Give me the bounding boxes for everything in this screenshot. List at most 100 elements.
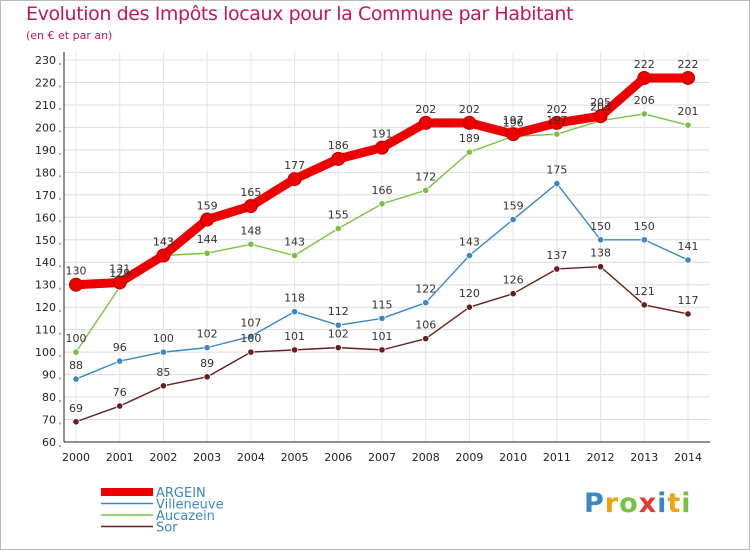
x-tick-label: 2010 xyxy=(499,451,527,464)
logo-letter: o xyxy=(619,488,639,519)
y-tick-label: 100 xyxy=(35,346,56,359)
x-tick-label: 2014 xyxy=(674,451,702,464)
data-label-argein: 222 xyxy=(678,58,699,71)
data-label-aucazein: 143 xyxy=(284,235,305,248)
data-point-argein xyxy=(637,70,652,85)
y-tick-label: 180 xyxy=(35,166,56,179)
data-point-argein xyxy=(418,115,433,130)
data-point-sor xyxy=(465,303,474,311)
data-label-villeneuve: 175 xyxy=(546,164,567,177)
logo-letter: x xyxy=(638,488,658,519)
data-point-villeneuve xyxy=(116,357,124,365)
x-tick-label: 2013 xyxy=(630,451,658,464)
data-label-villeneuve: 150 xyxy=(634,220,655,233)
data-label-villeneuve: 143 xyxy=(459,235,480,248)
data-label-sor: 137 xyxy=(546,249,567,262)
data-point-argein xyxy=(331,151,346,166)
data-point-villeneuve xyxy=(72,375,80,383)
data-point-sor xyxy=(159,382,168,390)
data-label-aucazein: 206 xyxy=(634,94,655,107)
data-label-aucazein: 155 xyxy=(328,209,349,222)
data-point-sor xyxy=(290,346,299,354)
data-point-villeneuve xyxy=(684,256,692,264)
data-label-sor: 138 xyxy=(590,247,611,260)
x-tick-label: 2003 xyxy=(193,451,221,464)
data-label-sor: 76 xyxy=(113,386,127,399)
x-tick-label: 2000 xyxy=(62,451,90,464)
data-point-sor xyxy=(247,348,255,356)
data-point-aucazein xyxy=(203,249,211,257)
x-tick-label: 2012 xyxy=(587,451,615,464)
data-label-sor: 101 xyxy=(372,330,393,343)
data-label-argein: 197 xyxy=(503,114,524,127)
data-point-villeneuve xyxy=(378,314,386,323)
legend-label-argein: ARGEIN xyxy=(156,486,206,501)
data-label-aucazein: 203 xyxy=(590,101,611,114)
data-point-argein xyxy=(243,199,258,214)
data-label-argein: 177 xyxy=(284,159,305,172)
data-point-argein xyxy=(549,115,564,130)
logo-letter: P xyxy=(584,488,605,519)
data-point-villeneuve xyxy=(422,299,430,307)
data-point-villeneuve xyxy=(247,332,255,340)
data-label-sor: 85 xyxy=(156,366,170,379)
legend-label-sor: Sor xyxy=(156,521,178,536)
chart-title: Evolution des Impôts locaux pour la Comm… xyxy=(26,3,574,25)
y-tick-label: 110 xyxy=(35,324,56,337)
data-label-villeneuve: 150 xyxy=(590,220,611,233)
data-point-aucazein xyxy=(553,130,561,138)
data-point-sor xyxy=(203,373,211,381)
data-label-aucazein: 197 xyxy=(546,114,567,127)
data-label-aucazein: 196 xyxy=(503,116,524,129)
data-label-sor: 126 xyxy=(503,274,524,287)
data-point-sor xyxy=(684,310,692,318)
data-label-argein: 202 xyxy=(546,103,567,116)
proxiti-logo: Proxiti xyxy=(584,488,692,519)
data-label-argein: 159 xyxy=(197,200,218,213)
data-label-aucazein: 143 xyxy=(153,235,174,248)
data-point-aucazein xyxy=(640,110,648,118)
data-point-aucazein xyxy=(72,348,80,356)
data-point-sor xyxy=(509,290,517,298)
data-label-sor: 100 xyxy=(240,332,261,345)
y-tick-label: 190 xyxy=(35,144,56,157)
data-label-sor: 120 xyxy=(459,287,480,300)
data-point-aucazein xyxy=(422,186,430,194)
data-point-villeneuve xyxy=(203,344,211,352)
data-label-sor: 106 xyxy=(415,319,436,332)
data-label-sor: 89 xyxy=(200,357,214,370)
data-point-sor xyxy=(334,344,342,352)
data-label-villeneuve: 88 xyxy=(69,359,83,372)
data-label-aucazein: 166 xyxy=(372,184,393,197)
data-point-sor xyxy=(116,402,124,410)
data-label-villeneuve: 159 xyxy=(503,200,524,213)
data-label-argein: 131 xyxy=(109,262,130,275)
data-label-aucazein: 201 xyxy=(678,105,699,118)
x-tick-label: 2002 xyxy=(149,451,177,464)
y-tick-label: 90 xyxy=(42,369,56,382)
data-point-villeneuve xyxy=(159,348,168,356)
data-label-villeneuve: 107 xyxy=(240,316,261,329)
data-point-sor xyxy=(422,335,430,343)
data-point-argein xyxy=(375,140,389,155)
legend-label-villeneuve: Villeneuve xyxy=(156,498,224,513)
data-point-aucazein xyxy=(290,251,299,260)
y-tick-label: 170 xyxy=(35,189,56,202)
y-tick-label: 80 xyxy=(42,391,56,404)
data-point-villeneuve xyxy=(553,179,561,188)
data-label-sor: 69 xyxy=(69,402,83,415)
data-point-aucazein xyxy=(465,148,474,156)
x-tick-label: 2004 xyxy=(237,451,265,464)
data-label-argein: 202 xyxy=(415,103,436,116)
y-tick-label: 230 xyxy=(35,54,56,67)
data-point-villeneuve xyxy=(640,236,648,244)
data-label-villeneuve: 96 xyxy=(113,341,127,354)
data-label-aucazein: 144 xyxy=(197,233,218,246)
y-tick-label: 150 xyxy=(35,234,56,247)
y-tick-label: 130 xyxy=(35,279,56,292)
data-point-sor xyxy=(553,265,561,273)
data-label-villeneuve: 122 xyxy=(415,283,436,296)
x-tick-label: 2001 xyxy=(106,451,134,464)
data-label-argein: 205 xyxy=(590,96,611,109)
